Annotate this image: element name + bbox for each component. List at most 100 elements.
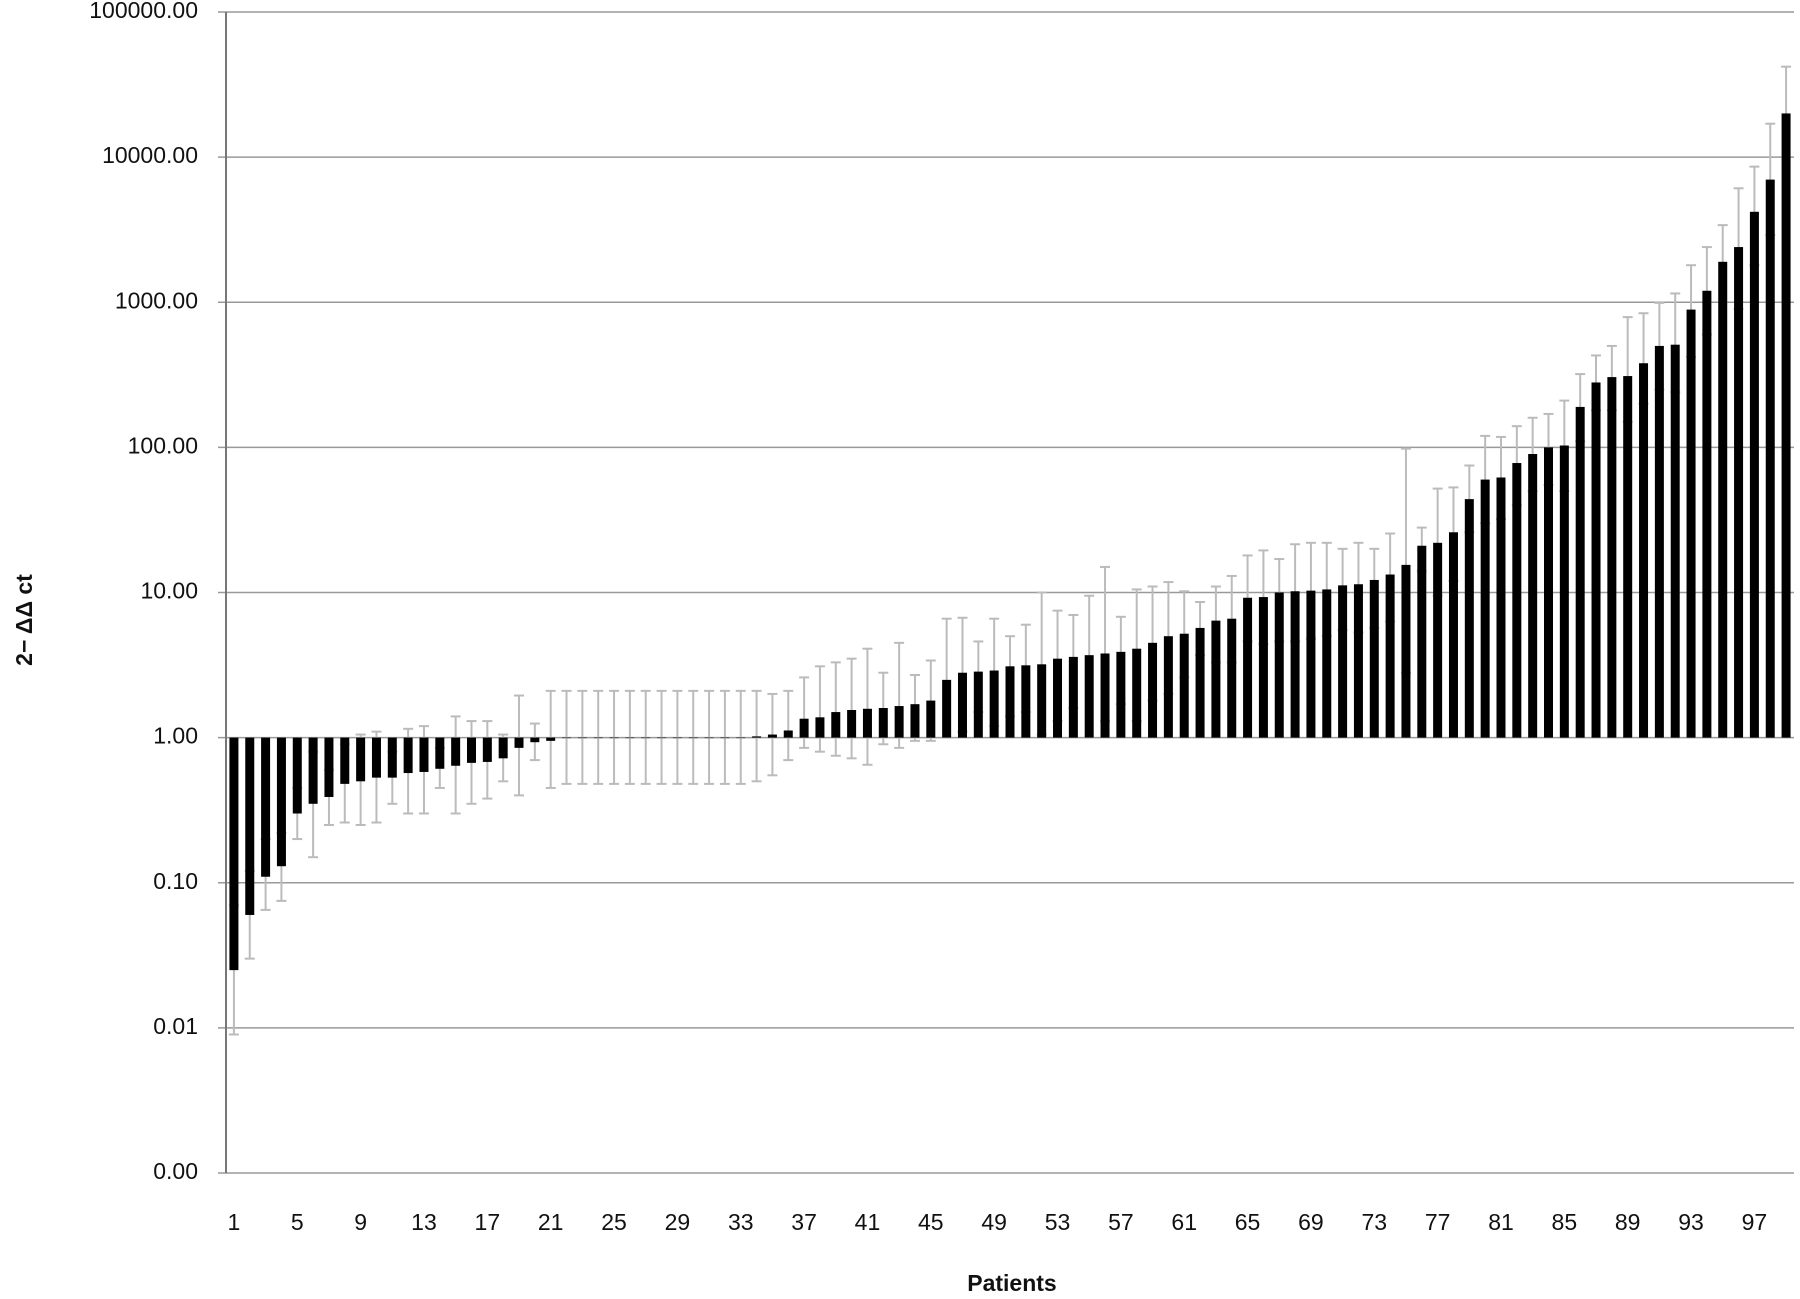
bar (1132, 648, 1142, 738)
bar (261, 737, 271, 877)
x-tick-label: 1 (228, 1209, 241, 1235)
bar (435, 737, 445, 769)
y-tick-label: 1000.00 (115, 287, 198, 313)
bar (1037, 664, 1047, 738)
bar (625, 737, 635, 739)
bar (324, 737, 334, 797)
bar (815, 717, 825, 738)
bar (340, 737, 350, 784)
bar (847, 710, 857, 738)
x-tick-label: 21 (538, 1209, 564, 1235)
bar (1702, 290, 1712, 738)
bar (577, 737, 587, 739)
x-tick-label: 25 (601, 1209, 627, 1235)
bar (403, 737, 413, 774)
bar (831, 712, 841, 738)
bar (1021, 665, 1031, 738)
bar (562, 737, 572, 739)
bar (657, 737, 667, 739)
bar (1195, 627, 1205, 738)
bar (1068, 656, 1078, 738)
bar (276, 737, 286, 867)
bar (1639, 363, 1649, 738)
bar (894, 706, 904, 738)
bar (1734, 247, 1744, 738)
bar (989, 670, 999, 738)
x-tick-label: 97 (1742, 1209, 1768, 1235)
bar (1353, 584, 1363, 738)
bar (1163, 636, 1173, 738)
bar (688, 737, 698, 739)
bar (1338, 585, 1348, 738)
bar (910, 704, 920, 738)
x-tick-label: 57 (1108, 1209, 1134, 1235)
bar (1749, 211, 1759, 738)
bar (356, 737, 366, 782)
bar (1654, 345, 1664, 738)
bar (672, 737, 682, 739)
bar (1322, 589, 1332, 738)
bar (1480, 479, 1490, 738)
bar (926, 700, 936, 738)
bar (546, 737, 556, 741)
bar (1718, 261, 1728, 738)
x-tick-label: 93 (1678, 1209, 1704, 1235)
bar (752, 736, 762, 738)
x-tick-label: 13 (411, 1209, 437, 1235)
x-tick-label: 89 (1615, 1209, 1641, 1235)
y-tick-label: 1.00 (153, 723, 198, 749)
bar (1417, 545, 1427, 738)
x-tick-label: 29 (665, 1209, 691, 1235)
bar (1100, 653, 1110, 738)
bar (530, 737, 540, 743)
bar (1512, 463, 1522, 738)
x-tick-label: 45 (918, 1209, 944, 1235)
y-tick-label: 0.01 (153, 1013, 198, 1039)
bar (308, 737, 318, 804)
bar (609, 737, 619, 739)
x-tick-label: 33 (728, 1209, 754, 1235)
bar (1781, 113, 1791, 738)
bar (387, 737, 397, 778)
bar (1433, 542, 1443, 738)
bar (704, 737, 714, 739)
bar (1464, 499, 1474, 738)
bar (1258, 597, 1268, 738)
bar (1686, 309, 1696, 738)
x-tick-label: 69 (1298, 1209, 1324, 1235)
bar (1053, 658, 1063, 738)
bar (1148, 642, 1158, 738)
bar (973, 671, 983, 738)
bar (593, 737, 603, 739)
x-tick-label: 53 (1045, 1209, 1071, 1235)
bar (1084, 655, 1094, 738)
bar (466, 737, 476, 763)
bar (1607, 377, 1617, 738)
bar (767, 734, 777, 738)
bar (1670, 344, 1680, 738)
bar (498, 737, 508, 759)
bar (514, 737, 524, 748)
bar (451, 737, 461, 766)
bar (783, 730, 793, 738)
y-tick-label: 0.10 (153, 868, 198, 894)
bar (1765, 179, 1775, 738)
bar (1591, 382, 1601, 738)
bar (482, 737, 492, 762)
bar (1623, 376, 1633, 738)
x-tick-label: 5 (291, 1209, 304, 1235)
bar (1496, 477, 1506, 738)
bar (1290, 591, 1300, 738)
bar (736, 737, 746, 739)
y-tick-label: 100.00 (128, 432, 198, 458)
x-tick-label: 49 (981, 1209, 1007, 1235)
bar (1448, 532, 1458, 738)
x-tick-label: 73 (1361, 1209, 1387, 1235)
bar (419, 737, 429, 772)
x-tick-label: 17 (475, 1209, 501, 1235)
bar (957, 672, 967, 738)
bar (245, 737, 255, 915)
bar (1559, 445, 1569, 738)
bar (1179, 633, 1189, 738)
bar (1211, 620, 1221, 738)
